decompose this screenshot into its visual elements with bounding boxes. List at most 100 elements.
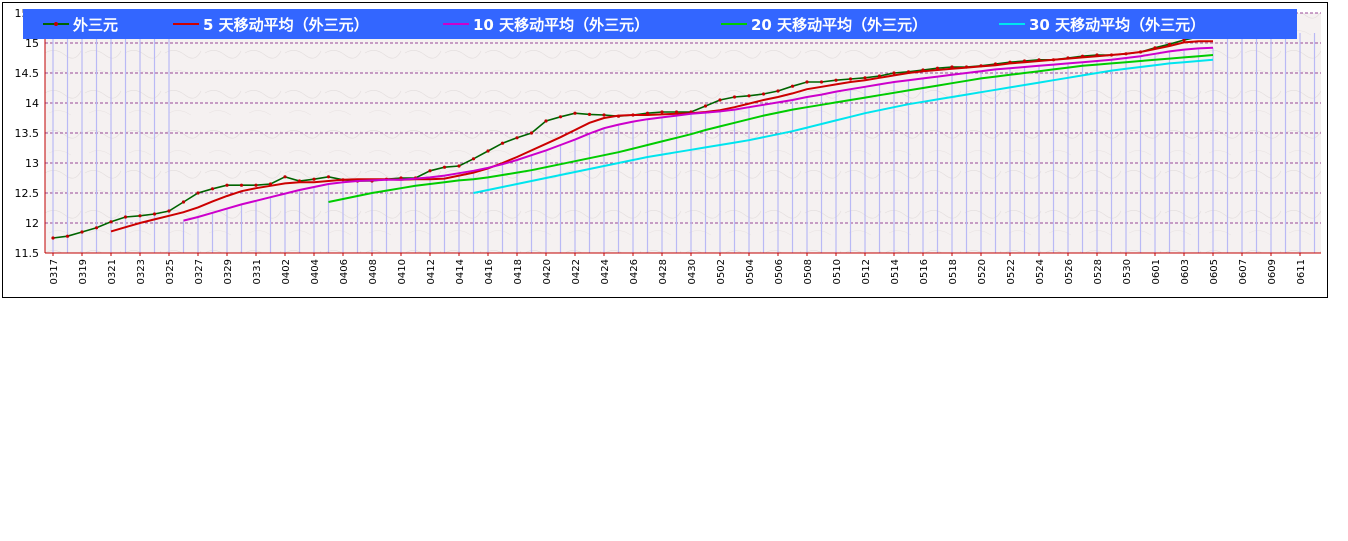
x-tick-label: 0607: [1238, 259, 1249, 284]
data-point: [94, 226, 99, 230]
x-tick-label: 0524: [1035, 259, 1046, 284]
data-point: [428, 169, 432, 173]
y-tick-label: 15: [25, 37, 39, 50]
y-tick-label: 13: [25, 157, 39, 170]
data-point: [602, 113, 606, 117]
series-line: [473, 58, 1214, 194]
y-tick-label: 14.5: [15, 67, 40, 80]
x-tick-label: 0321: [107, 259, 118, 284]
x-tick-label: 0605: [1209, 259, 1220, 284]
data-point: [152, 212, 157, 216]
x-tick-label: 0510: [832, 259, 843, 284]
data-point: [471, 157, 476, 161]
x-tick-label: 0502: [716, 259, 727, 284]
series-line: [328, 54, 1214, 203]
data-point: [558, 115, 563, 119]
data-point: [848, 77, 853, 81]
data-point: [138, 214, 142, 218]
x-tick-label: 0430: [687, 259, 698, 284]
x-tick-label: 0418: [513, 259, 524, 284]
x-tick-label: 0424: [600, 259, 611, 284]
x-tick-label: 0317: [49, 259, 60, 284]
x-tick-label: 0319: [78, 259, 89, 284]
x-tick-label: 0420: [542, 259, 553, 284]
data-point: [239, 183, 244, 187]
x-tick-label: 0406: [339, 259, 350, 284]
x-tick-label: 0323: [136, 259, 147, 284]
data-point: [732, 95, 737, 99]
x-tick-label: 0428: [658, 259, 669, 284]
data-point: [660, 110, 664, 114]
data-point: [486, 149, 490, 153]
data-point: [196, 191, 200, 195]
data-point: [834, 78, 838, 82]
x-tick-label: 0412: [426, 259, 437, 284]
legend-label: 5 天移动平均（外三元）: [203, 16, 369, 34]
x-axis: 0317 0319 0321 0323 0325 0327 0329 0331 0402 0404…: [45, 252, 1321, 284]
x-tick-label: 0601: [1151, 259, 1162, 284]
data-point: [573, 111, 577, 115]
y-tick-label: 12: [25, 217, 39, 230]
data-point: [442, 165, 447, 169]
data-point: [80, 230, 84, 234]
x-tick-label: 0329: [223, 259, 234, 284]
data-point: [326, 175, 331, 179]
legend-label: 30 天移动平均（外三元）: [1029, 16, 1205, 34]
x-tick-label: 0416: [484, 259, 495, 284]
data-point: [544, 119, 548, 123]
x-tick-label: 0516: [919, 259, 930, 284]
data-point: [761, 92, 766, 96]
legend-background: [23, 9, 1297, 39]
data-point: [776, 89, 780, 93]
data-point: [892, 71, 896, 75]
data-point: [181, 200, 186, 204]
data-point: [51, 236, 55, 240]
x-tick-label: 0426: [629, 259, 640, 284]
x-tick-label: 0331: [252, 259, 263, 284]
x-tick-label: 0611: [1296, 259, 1307, 284]
data-point: [529, 131, 534, 135]
x-tick-label: 0609: [1267, 259, 1278, 284]
data-point: [790, 84, 795, 88]
data-point: [254, 183, 258, 187]
x-tick-label: 0327: [194, 259, 205, 284]
legend-label: 20 天移动平均（外三元）: [751, 16, 927, 34]
x-tick-label: 0404: [310, 259, 321, 284]
data-point: [1182, 38, 1186, 42]
x-tick-label: 0603: [1180, 259, 1191, 284]
data-point: [819, 80, 824, 84]
data-point: [109, 220, 113, 224]
data-point: [863, 76, 867, 80]
legend-marker: [54, 22, 58, 26]
data-point: [167, 209, 171, 213]
legend: 外三元 5 天移动平均（外三元） 10 天移动平均（外三元） 20 天移动平均（外三元…: [23, 9, 1297, 39]
y-tick-label: 13.5: [15, 127, 40, 140]
x-tick-label: 0512: [861, 259, 872, 284]
x-tick-label: 0402: [281, 259, 292, 284]
y-tick-label: 11.5: [15, 247, 40, 260]
data-point: [65, 234, 70, 238]
x-tick-label: 0520: [977, 259, 988, 284]
data-point: [703, 104, 708, 108]
x-tick-label: 0530: [1122, 259, 1133, 284]
x-tick-label: 0414: [455, 259, 466, 284]
series-line: [110, 40, 1213, 233]
x-tick-label: 0422: [571, 259, 582, 284]
series-line: [183, 46, 1214, 222]
x-tick-label: 0410: [397, 259, 408, 284]
x-tick-label: 0526: [1064, 259, 1075, 284]
data-point: [312, 177, 316, 181]
data-point: [805, 80, 809, 84]
data-point: [210, 187, 215, 191]
data-point: [123, 215, 128, 219]
y-tick-label: 14: [25, 97, 39, 110]
data-point: [587, 112, 592, 116]
x-tick-label: 0522: [1006, 259, 1017, 284]
x-tick-label: 0514: [890, 259, 901, 284]
vertical-date-bars: [52, 33, 1316, 253]
x-tick-label: 0408: [368, 259, 379, 284]
legend-label: 10 天移动平均（外三元）: [473, 16, 649, 34]
